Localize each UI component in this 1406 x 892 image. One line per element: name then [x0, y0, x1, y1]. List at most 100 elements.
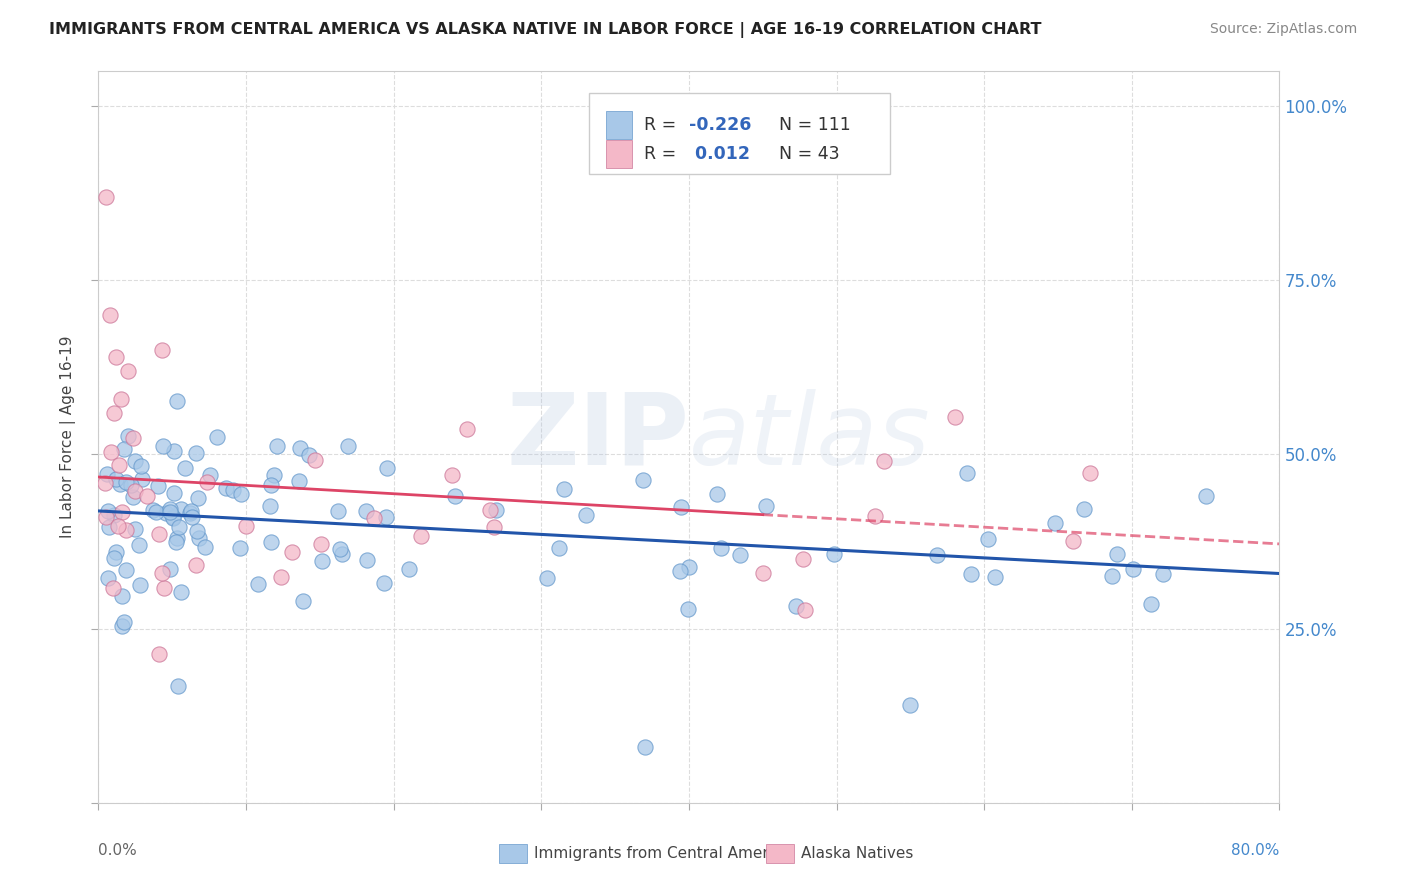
Point: [155, 506, 177, 520]
Point: [280, 545, 302, 559]
Y-axis label: In Labor Force | Age 16-19: In Labor Force | Age 16-19: [59, 335, 76, 539]
Point: [823, 547, 845, 561]
Point: [304, 452, 326, 467]
Point: [193, 541, 215, 555]
Point: [755, 499, 778, 513]
Point: [114, 475, 136, 490]
Point: [263, 468, 285, 483]
Point: [100, 445, 122, 459]
Point: [111, 505, 134, 519]
Point: [115, 523, 138, 537]
Point: [872, 454, 894, 468]
Point: [1043, 516, 1066, 530]
Point: [136, 489, 159, 503]
Point: [411, 529, 433, 543]
Point: [287, 474, 309, 488]
Point: [676, 602, 699, 616]
Point: [710, 541, 733, 556]
Point: [166, 394, 188, 409]
Point: [131, 472, 153, 486]
Point: [356, 553, 378, 567]
Point: [120, 477, 142, 491]
Point: [485, 503, 508, 517]
Point: [1195, 489, 1218, 503]
FancyBboxPatch shape: [606, 111, 633, 138]
Text: R =: R =: [644, 145, 682, 163]
Point: [167, 679, 190, 693]
Point: [329, 542, 352, 557]
Point: [170, 502, 193, 516]
Point: [298, 448, 321, 462]
Point: [148, 647, 170, 661]
Point: [105, 472, 128, 486]
Point: [235, 519, 257, 533]
Point: [326, 504, 349, 518]
Text: N = 111: N = 111: [768, 116, 851, 134]
Point: [575, 508, 598, 522]
Text: ZIP: ZIP: [506, 389, 689, 485]
Point: [159, 505, 181, 519]
Point: [152, 438, 174, 452]
Point: [104, 544, 127, 558]
Point: [259, 499, 281, 513]
Point: [163, 444, 186, 458]
Point: [112, 442, 135, 456]
Point: [145, 505, 167, 519]
Point: [165, 535, 187, 549]
Point: [373, 575, 395, 590]
Point: [215, 481, 238, 495]
Point: [159, 502, 181, 516]
Text: 80.0%: 80.0%: [1232, 843, 1279, 858]
Point: [678, 559, 700, 574]
Point: [167, 520, 190, 534]
Point: [98, 308, 121, 322]
Point: [336, 439, 359, 453]
Point: [260, 535, 283, 549]
Point: [548, 541, 571, 555]
Point: [152, 581, 174, 595]
Text: R =: R =: [644, 116, 682, 134]
Point: [94, 476, 117, 491]
Point: [553, 482, 575, 496]
Point: [184, 558, 207, 572]
Point: [107, 518, 129, 533]
Point: [121, 431, 143, 445]
Point: [108, 477, 131, 491]
Point: [94, 190, 117, 204]
Point: [291, 594, 314, 608]
Point: [1140, 597, 1163, 611]
Point: [1107, 547, 1129, 561]
Point: [129, 458, 152, 473]
Point: [117, 364, 139, 378]
Text: Source: ZipAtlas.com: Source: ZipAtlas.com: [1209, 22, 1357, 37]
Point: [124, 522, 146, 536]
Point: [270, 570, 292, 584]
Point: [96, 467, 118, 481]
Point: [1073, 502, 1095, 516]
Point: [443, 489, 465, 503]
Text: IMMIGRANTS FROM CENTRAL AMERICA VS ALASKA NATIVE IN LABOR FORCE | AGE 16-19 CORR: IMMIGRANTS FROM CENTRAL AMERICA VS ALASK…: [49, 22, 1042, 38]
Point: [785, 599, 807, 614]
Point: [181, 510, 204, 524]
Point: [186, 524, 208, 538]
Text: Immigrants from Central America: Immigrants from Central America: [534, 847, 792, 861]
Point: [150, 566, 173, 581]
Point: [456, 422, 478, 436]
Point: [111, 618, 134, 632]
Point: [184, 446, 207, 460]
Point: [121, 490, 143, 504]
Point: [103, 406, 125, 420]
Point: [129, 578, 152, 592]
Point: [669, 500, 692, 514]
Point: [115, 563, 138, 577]
Point: [162, 510, 184, 524]
Point: [1152, 567, 1174, 582]
Point: [170, 585, 193, 599]
Point: [977, 532, 1000, 546]
Point: [863, 508, 886, 523]
Point: [162, 511, 184, 525]
Point: [205, 430, 228, 444]
Text: Alaska Natives: Alaska Natives: [801, 847, 914, 861]
Point: [124, 454, 146, 468]
Point: [363, 510, 385, 524]
